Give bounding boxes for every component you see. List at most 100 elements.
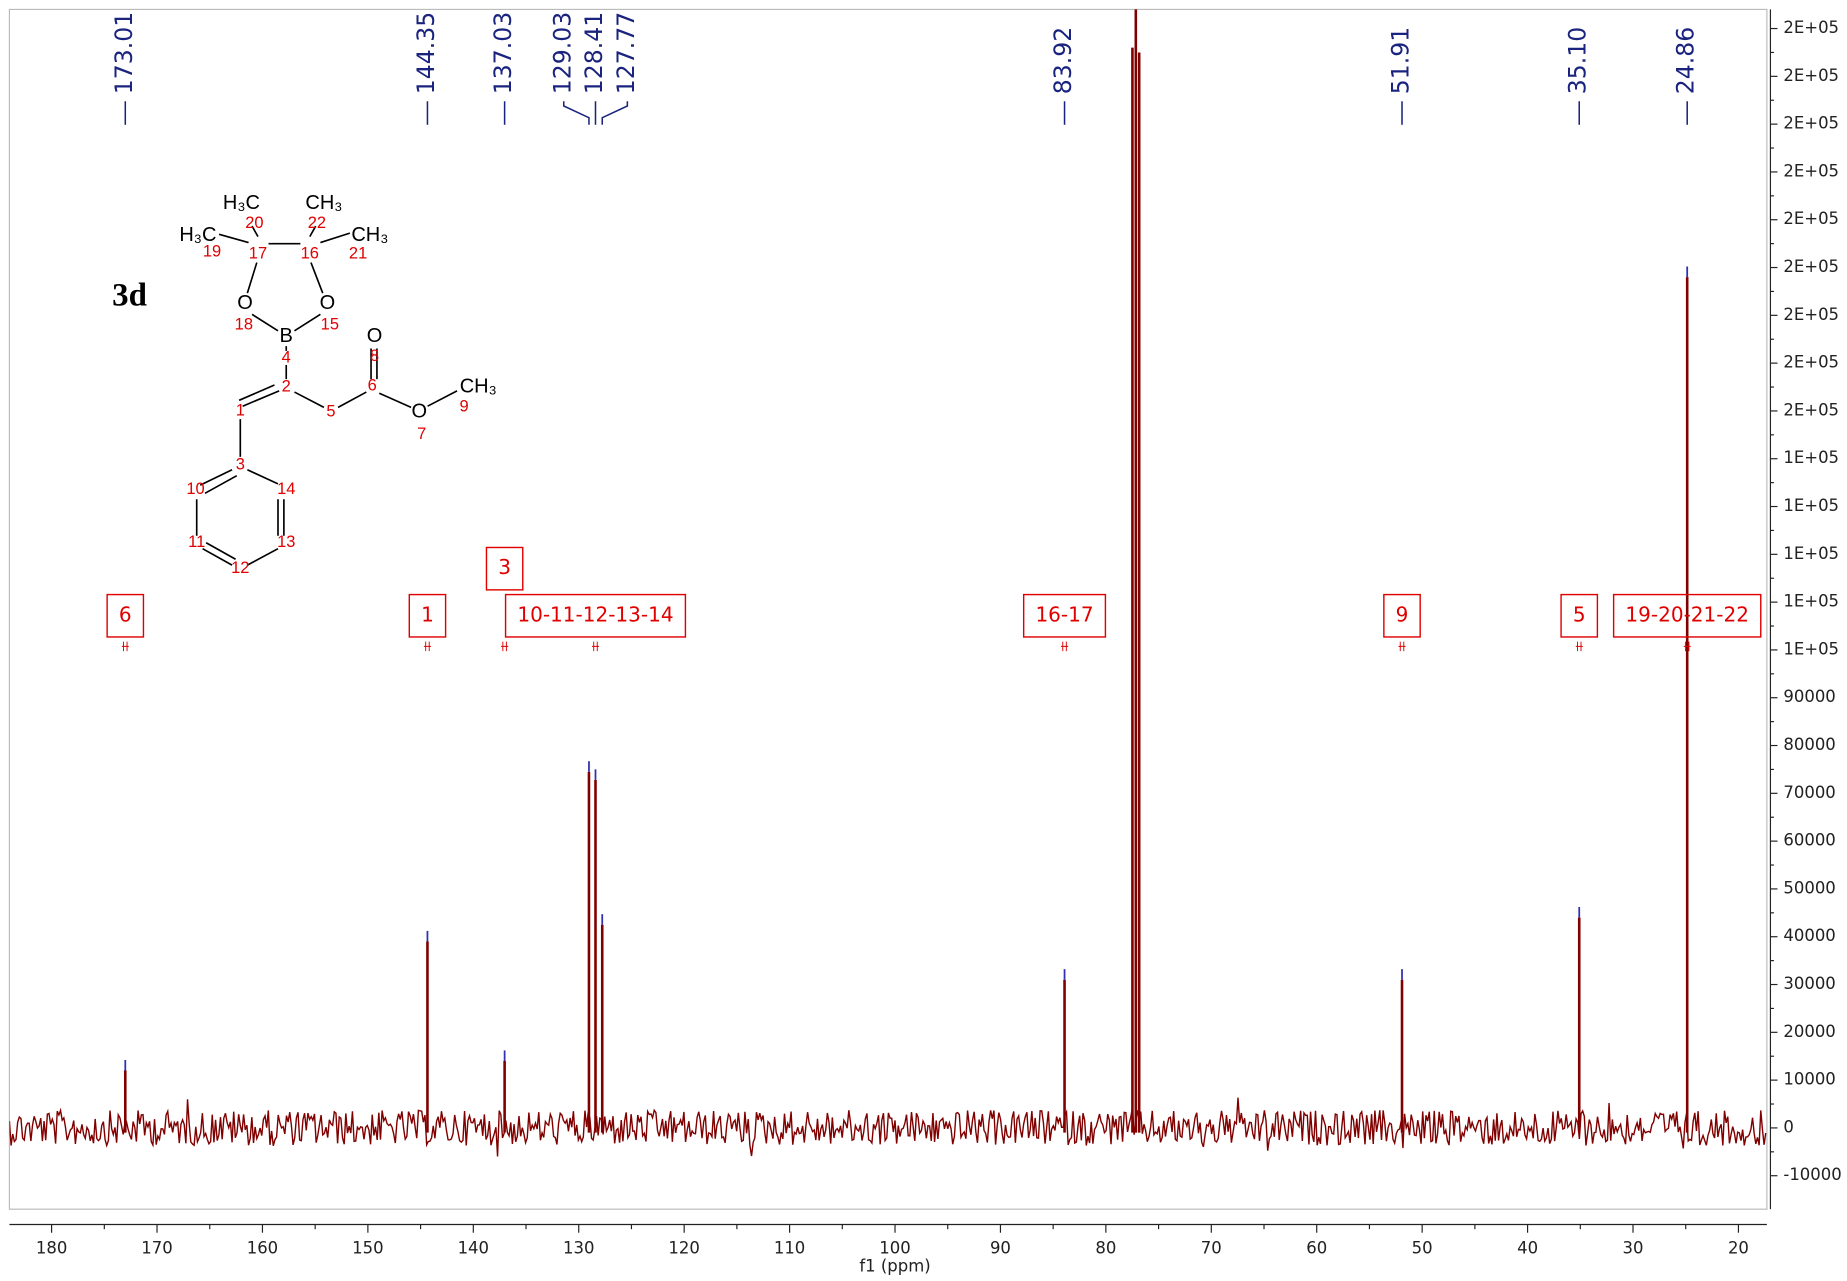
x-tick-label: 20 — [1728, 1239, 1749, 1258]
assignment-marker — [1683, 641, 1691, 652]
x-tick-label: 90 — [990, 1239, 1011, 1258]
x-tick-label: 180 — [36, 1239, 67, 1258]
atom-number: 17 — [249, 245, 267, 263]
x-tick-label: 130 — [563, 1239, 594, 1258]
atom-number: 8 — [370, 347, 379, 365]
assignment-label: 16-17 — [1035, 602, 1093, 626]
assignment-label: 3 — [498, 555, 511, 579]
peak-label: 144.35 — [412, 12, 440, 94]
y-tick-label: 40000 — [1783, 926, 1835, 945]
structure: 3d H₃C CH₃ H₃C CH₃ O O B O O CH₃ 20 22 1… — [112, 192, 497, 577]
assignment-box — [106, 593, 145, 638]
y-tick-label: 60000 — [1783, 831, 1835, 850]
x-tick-label: 40 — [1517, 1239, 1538, 1258]
y-tick-label: 90000 — [1783, 687, 1835, 706]
assignment-box — [1612, 593, 1762, 638]
atom-number: 5 — [326, 402, 335, 420]
y-tick-label: 2E+05 — [1783, 66, 1839, 85]
atom-number: 18 — [235, 315, 253, 333]
assignment-marker — [1398, 641, 1406, 652]
assignment-marker — [1061, 641, 1069, 652]
peak-label: 35.10 — [1564, 27, 1592, 94]
x-tick-label: 150 — [352, 1239, 383, 1258]
atom-number: 13 — [277, 533, 295, 551]
atom-number: 2 — [282, 378, 291, 396]
x-tick-label: 140 — [458, 1239, 489, 1258]
atom-number: 7 — [417, 425, 426, 443]
atom-number: 16 — [301, 245, 319, 263]
compound-label: 3d — [112, 277, 147, 313]
peak-label: 173.01 — [110, 12, 138, 94]
y-tick-label: 70000 — [1783, 783, 1835, 802]
atom-number: 20 — [245, 214, 263, 232]
atom-label: O — [367, 325, 383, 347]
peak-label-leader — [601, 101, 629, 125]
assignment-box — [1022, 593, 1107, 638]
y-tick-label: 30000 — [1783, 974, 1835, 993]
x-tick-label: 160 — [247, 1239, 278, 1258]
assignment-marker — [1575, 641, 1583, 652]
atom-number: 21 — [349, 245, 367, 263]
spectrum — [9, 9, 1767, 1157]
atom-label: CH₃ — [460, 376, 497, 398]
y-tick-label: 1E+05 — [1783, 448, 1839, 467]
assignment-label: 9 — [1396, 602, 1409, 626]
x-tick-label: 30 — [1623, 1239, 1644, 1258]
peak-label: 24.86 — [1672, 27, 1700, 94]
assignment-box — [408, 593, 447, 638]
assignment-marker — [423, 641, 431, 652]
x-tick-label: 80 — [1095, 1239, 1116, 1258]
atom-number: 4 — [282, 348, 291, 366]
assignment-label: 10-11-12-13-14 — [517, 602, 673, 626]
assignment-label: 5 — [1573, 602, 1586, 626]
y-tick-label: -10000 — [1783, 1165, 1841, 1184]
x-tick-label: 120 — [668, 1239, 699, 1258]
peak-label-leader — [562, 101, 590, 125]
atom-number: 3 — [236, 455, 245, 473]
atom-number: 6 — [368, 377, 377, 395]
atom-label: CH₃ — [351, 224, 388, 246]
peak-label: 128.41 — [580, 12, 608, 94]
peak-label: 127.77 — [612, 12, 640, 94]
y-tick-label: 2E+05 — [1783, 209, 1839, 228]
atom-label: B — [280, 325, 293, 347]
x-tick-label: 60 — [1306, 1239, 1327, 1258]
assignment-box — [504, 593, 687, 638]
y-tick-label: 1E+05 — [1783, 639, 1839, 658]
assignment-box — [1383, 593, 1421, 638]
y-tick-label: 1E+05 — [1783, 544, 1839, 563]
atom-label: H₃C — [223, 192, 260, 214]
y-tick-label: 0 — [1783, 1117, 1793, 1136]
y-tick-label: 1E+05 — [1783, 496, 1839, 515]
baseline-noise — [9, 1097, 1767, 1157]
atom-number: 9 — [460, 398, 469, 416]
x-tick-label: 110 — [774, 1239, 805, 1258]
atom-number: 22 — [308, 214, 326, 232]
plot-frame — [8, 8, 1768, 1210]
atom-label: CH₃ — [305, 192, 342, 214]
x-tick-label: 50 — [1412, 1239, 1433, 1258]
peak-label: 129.03 — [548, 12, 576, 94]
y-tick-label: 80000 — [1783, 735, 1835, 754]
y-tick-label: 1E+05 — [1783, 592, 1839, 611]
x-tick-label: 100 — [879, 1239, 910, 1258]
assignment-box — [485, 546, 524, 591]
atom-label: O — [237, 292, 253, 314]
atom-number: 10 — [186, 480, 204, 498]
y-tick-label: 2E+05 — [1783, 305, 1839, 324]
assignment-label: 1 — [421, 602, 434, 626]
atom-number: 15 — [321, 315, 339, 333]
assignment-marker — [501, 641, 509, 652]
bond — [195, 225, 458, 566]
atom-number: 12 — [231, 559, 249, 577]
peak-label: 83.92 — [1049, 27, 1077, 94]
peak-label: 51.91 — [1387, 27, 1415, 94]
y-tick-label: 2E+05 — [1783, 257, 1839, 276]
y-tick-label: 50000 — [1783, 878, 1835, 897]
y-tick-label: 20000 — [1783, 1022, 1835, 1041]
assignment-box — [1560, 593, 1599, 638]
x-axis-title: f1 (ppm) — [859, 1256, 930, 1275]
assignment-marker — [121, 641, 129, 652]
assignment-label: 19-20-21-22 — [1625, 602, 1749, 626]
assignment-label: 6 — [119, 602, 132, 626]
